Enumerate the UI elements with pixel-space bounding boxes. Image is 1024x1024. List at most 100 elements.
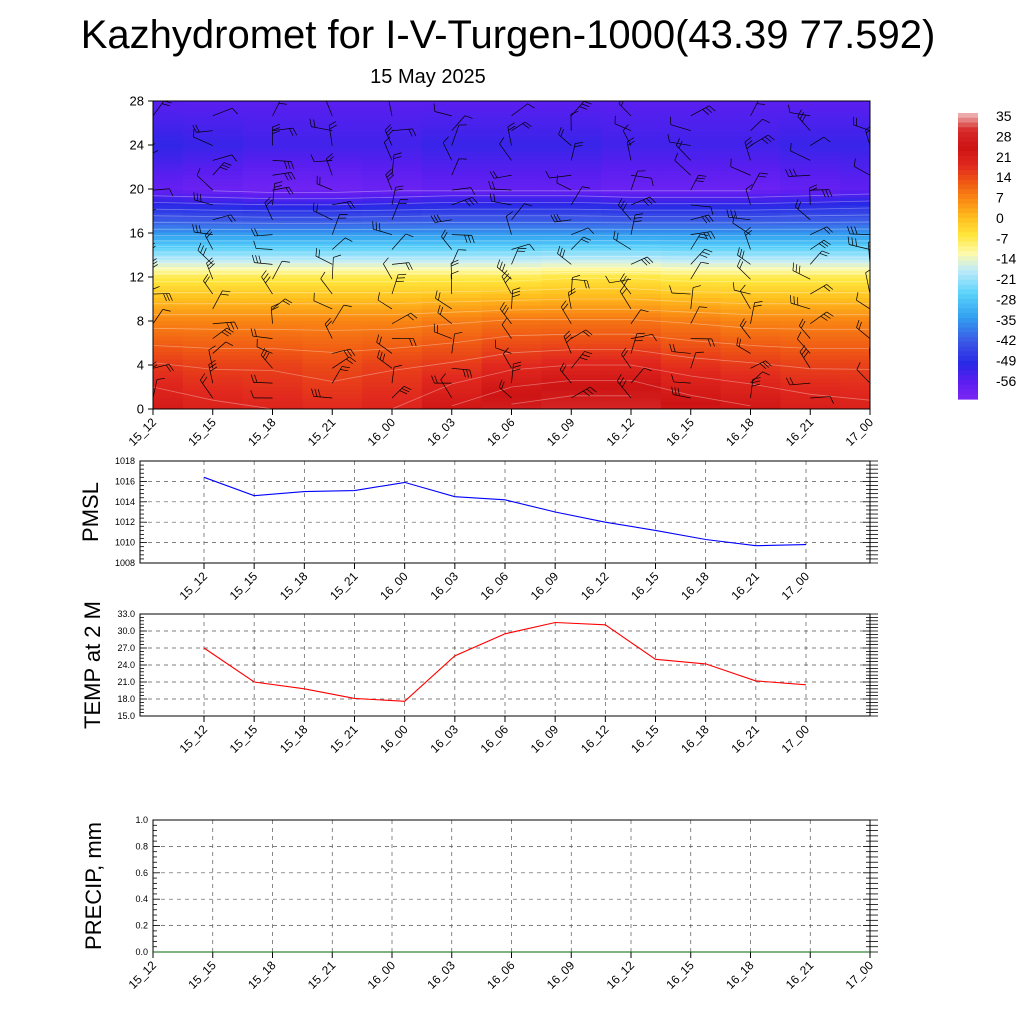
wind-barb: [391, 233, 407, 250]
wind-barb-feather: [284, 173, 289, 181]
colorbar-swatch: [958, 194, 978, 200]
temperature-cell: [481, 343, 542, 348]
temperature-cell: [302, 166, 363, 171]
temperature-cell: [242, 181, 303, 187]
wind-barb-feather: [583, 101, 592, 105]
temperature-cell: [481, 116, 542, 121]
wind-barb-feather: [583, 390, 590, 397]
temperature-cell: [153, 189, 184, 194]
temperature-cell: [541, 358, 602, 364]
temperature-cell: [421, 193, 483, 198]
wind-barb-feather: [853, 158, 856, 167]
temperature-cell: [481, 285, 542, 291]
temperature-cell: [541, 220, 602, 225]
wind-barb-feather: [203, 274, 209, 282]
wind-barb-feather: [326, 320, 333, 327]
wind-barb-feather: [384, 124, 391, 131]
temperature-cell: [541, 239, 602, 245]
temperature-cell: [153, 385, 184, 391]
temperature-cell: [541, 382, 602, 387]
temperature-cell: [182, 228, 244, 233]
wind-barb-feather: [711, 338, 715, 347]
temperature-cell: [242, 174, 303, 179]
temperature-cell: [362, 104, 423, 110]
temperature-cell: [302, 174, 363, 179]
temperature-cell: [182, 120, 244, 125]
y-tick-label: 8: [137, 314, 144, 329]
wind-barb-feather: [618, 101, 621, 104]
wind-barb: [630, 367, 645, 384]
temperature-cell: [242, 212, 303, 218]
wind-barb-feather: [754, 300, 763, 304]
temperature-cell: [660, 362, 722, 368]
temperature-cell: [840, 116, 870, 121]
temperature-cell: [153, 208, 184, 214]
temperature-cell: [780, 174, 841, 179]
temperature-cell: [840, 239, 870, 245]
temperature-cell: [421, 224, 483, 229]
wind-barb-feather: [326, 153, 333, 160]
contour-line: [153, 272, 870, 275]
temperature-cell: [720, 228, 781, 233]
temperature-cell: [421, 220, 483, 225]
temperature-cell: [780, 274, 841, 279]
wind-barb: [320, 278, 333, 295]
colorbar-swatch: [958, 360, 978, 367]
x-tick-label: 16_21: [783, 958, 817, 992]
x-tick-label: 16_12: [604, 415, 638, 449]
temperature-cell: [302, 162, 363, 168]
temperature-cell: [182, 135, 244, 141]
temperature-cell: [720, 189, 781, 194]
temperature-cell: [780, 308, 841, 314]
wind-barb-feather: [761, 138, 769, 145]
temperature-cell: [182, 247, 244, 252]
wind-barb-feather: [752, 380, 761, 384]
wind-barb-feather: [282, 96, 290, 97]
temperature-cell: [780, 297, 841, 302]
colorbar-swatch: [958, 217, 978, 224]
wind-barb-feather: [581, 103, 590, 108]
temperature-cell: [481, 108, 542, 114]
x-tick-label: 17_00: [843, 958, 877, 992]
temperature-cell: [302, 393, 363, 399]
temperature-cell: [182, 116, 244, 121]
wind-barb-feather: [200, 245, 204, 253]
wind-barb-feather: [646, 198, 653, 205]
temperature-cell: [840, 208, 870, 214]
wind-barb-feather: [557, 245, 561, 254]
temperature-cell: [302, 374, 363, 379]
temperature-cell: [421, 170, 483, 175]
temperature-cell: [481, 147, 542, 152]
wind-barb-feather: [579, 106, 588, 110]
temperature-cell: [153, 351, 184, 356]
temperature-cell: [182, 405, 244, 409]
temperature-cell: [660, 101, 722, 106]
wind-barb-feather: [433, 214, 439, 223]
colorbar-label: 0: [996, 210, 1004, 226]
temperature-cell: [242, 389, 303, 395]
temperature-cell: [242, 335, 303, 341]
wind-barb-feather: [562, 249, 566, 258]
colorbar-swatch: [958, 270, 978, 276]
temperature-cell: [302, 389, 363, 395]
wind-barb-feather: [329, 124, 337, 130]
temperature-cell: [720, 162, 781, 168]
temperature-cell: [182, 301, 244, 306]
temperature-cell: [601, 324, 662, 329]
temperature-cell: [153, 312, 184, 318]
temperature-cell: [541, 158, 602, 164]
colorbar-label: -14: [996, 251, 1016, 267]
temp-2m-panel: 15.018.021.024.027.030.033.015_12 15_15 15…: [80, 601, 878, 756]
temperature-cell: [153, 243, 184, 248]
temperature-cell: [720, 316, 781, 322]
temperature-cell: [840, 178, 870, 183]
wind-barb-feather: [225, 341, 234, 346]
temperature-cell: [302, 116, 363, 121]
x-tick-label: 16_09: [544, 958, 578, 992]
temperature-cell: [481, 135, 542, 141]
wind-barb-feather: [204, 229, 211, 236]
temperature-cell: [541, 262, 602, 268]
x-tick-label: 15_15: [185, 958, 219, 992]
wind-barb-feather: [583, 331, 590, 337]
wind-barb: [750, 101, 759, 117]
